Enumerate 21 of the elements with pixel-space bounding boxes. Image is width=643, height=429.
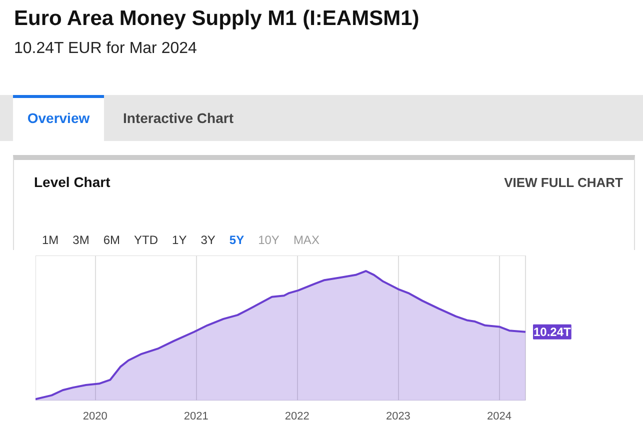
text: 3Y	[200, 233, 216, 247]
text: 1M	[42, 233, 59, 247]
text: 5Y	[229, 233, 244, 247]
text: 3M	[72, 233, 90, 247]
annotation: 10.24T	[534, 324, 572, 339]
text: 10Y	[258, 233, 280, 247]
x-tick-label: 2023	[386, 410, 410, 422]
text: Level Chart	[34, 173, 110, 192]
x-tick-label: 2020	[82, 410, 108, 422]
x-tick-label: 2021	[184, 410, 208, 422]
text: 1Y	[172, 233, 187, 247]
text: VIEW FULL CHART	[504, 174, 623, 192]
text: 6M	[103, 233, 120, 247]
x-tick-label: 2024	[486, 410, 512, 422]
chart-title: Euro Area Money Supply M1 (I:EAMSM1)	[14, 6, 420, 32]
text: Overview	[13, 95, 104, 141]
x-tick-label: 2022	[284, 410, 310, 422]
text: MAX	[293, 233, 320, 247]
text: YTD	[134, 233, 158, 247]
text: Interactive Chart	[123, 109, 234, 128]
chart-subtitle: 10.24T EUR for Mar 2024	[14, 39, 197, 59]
